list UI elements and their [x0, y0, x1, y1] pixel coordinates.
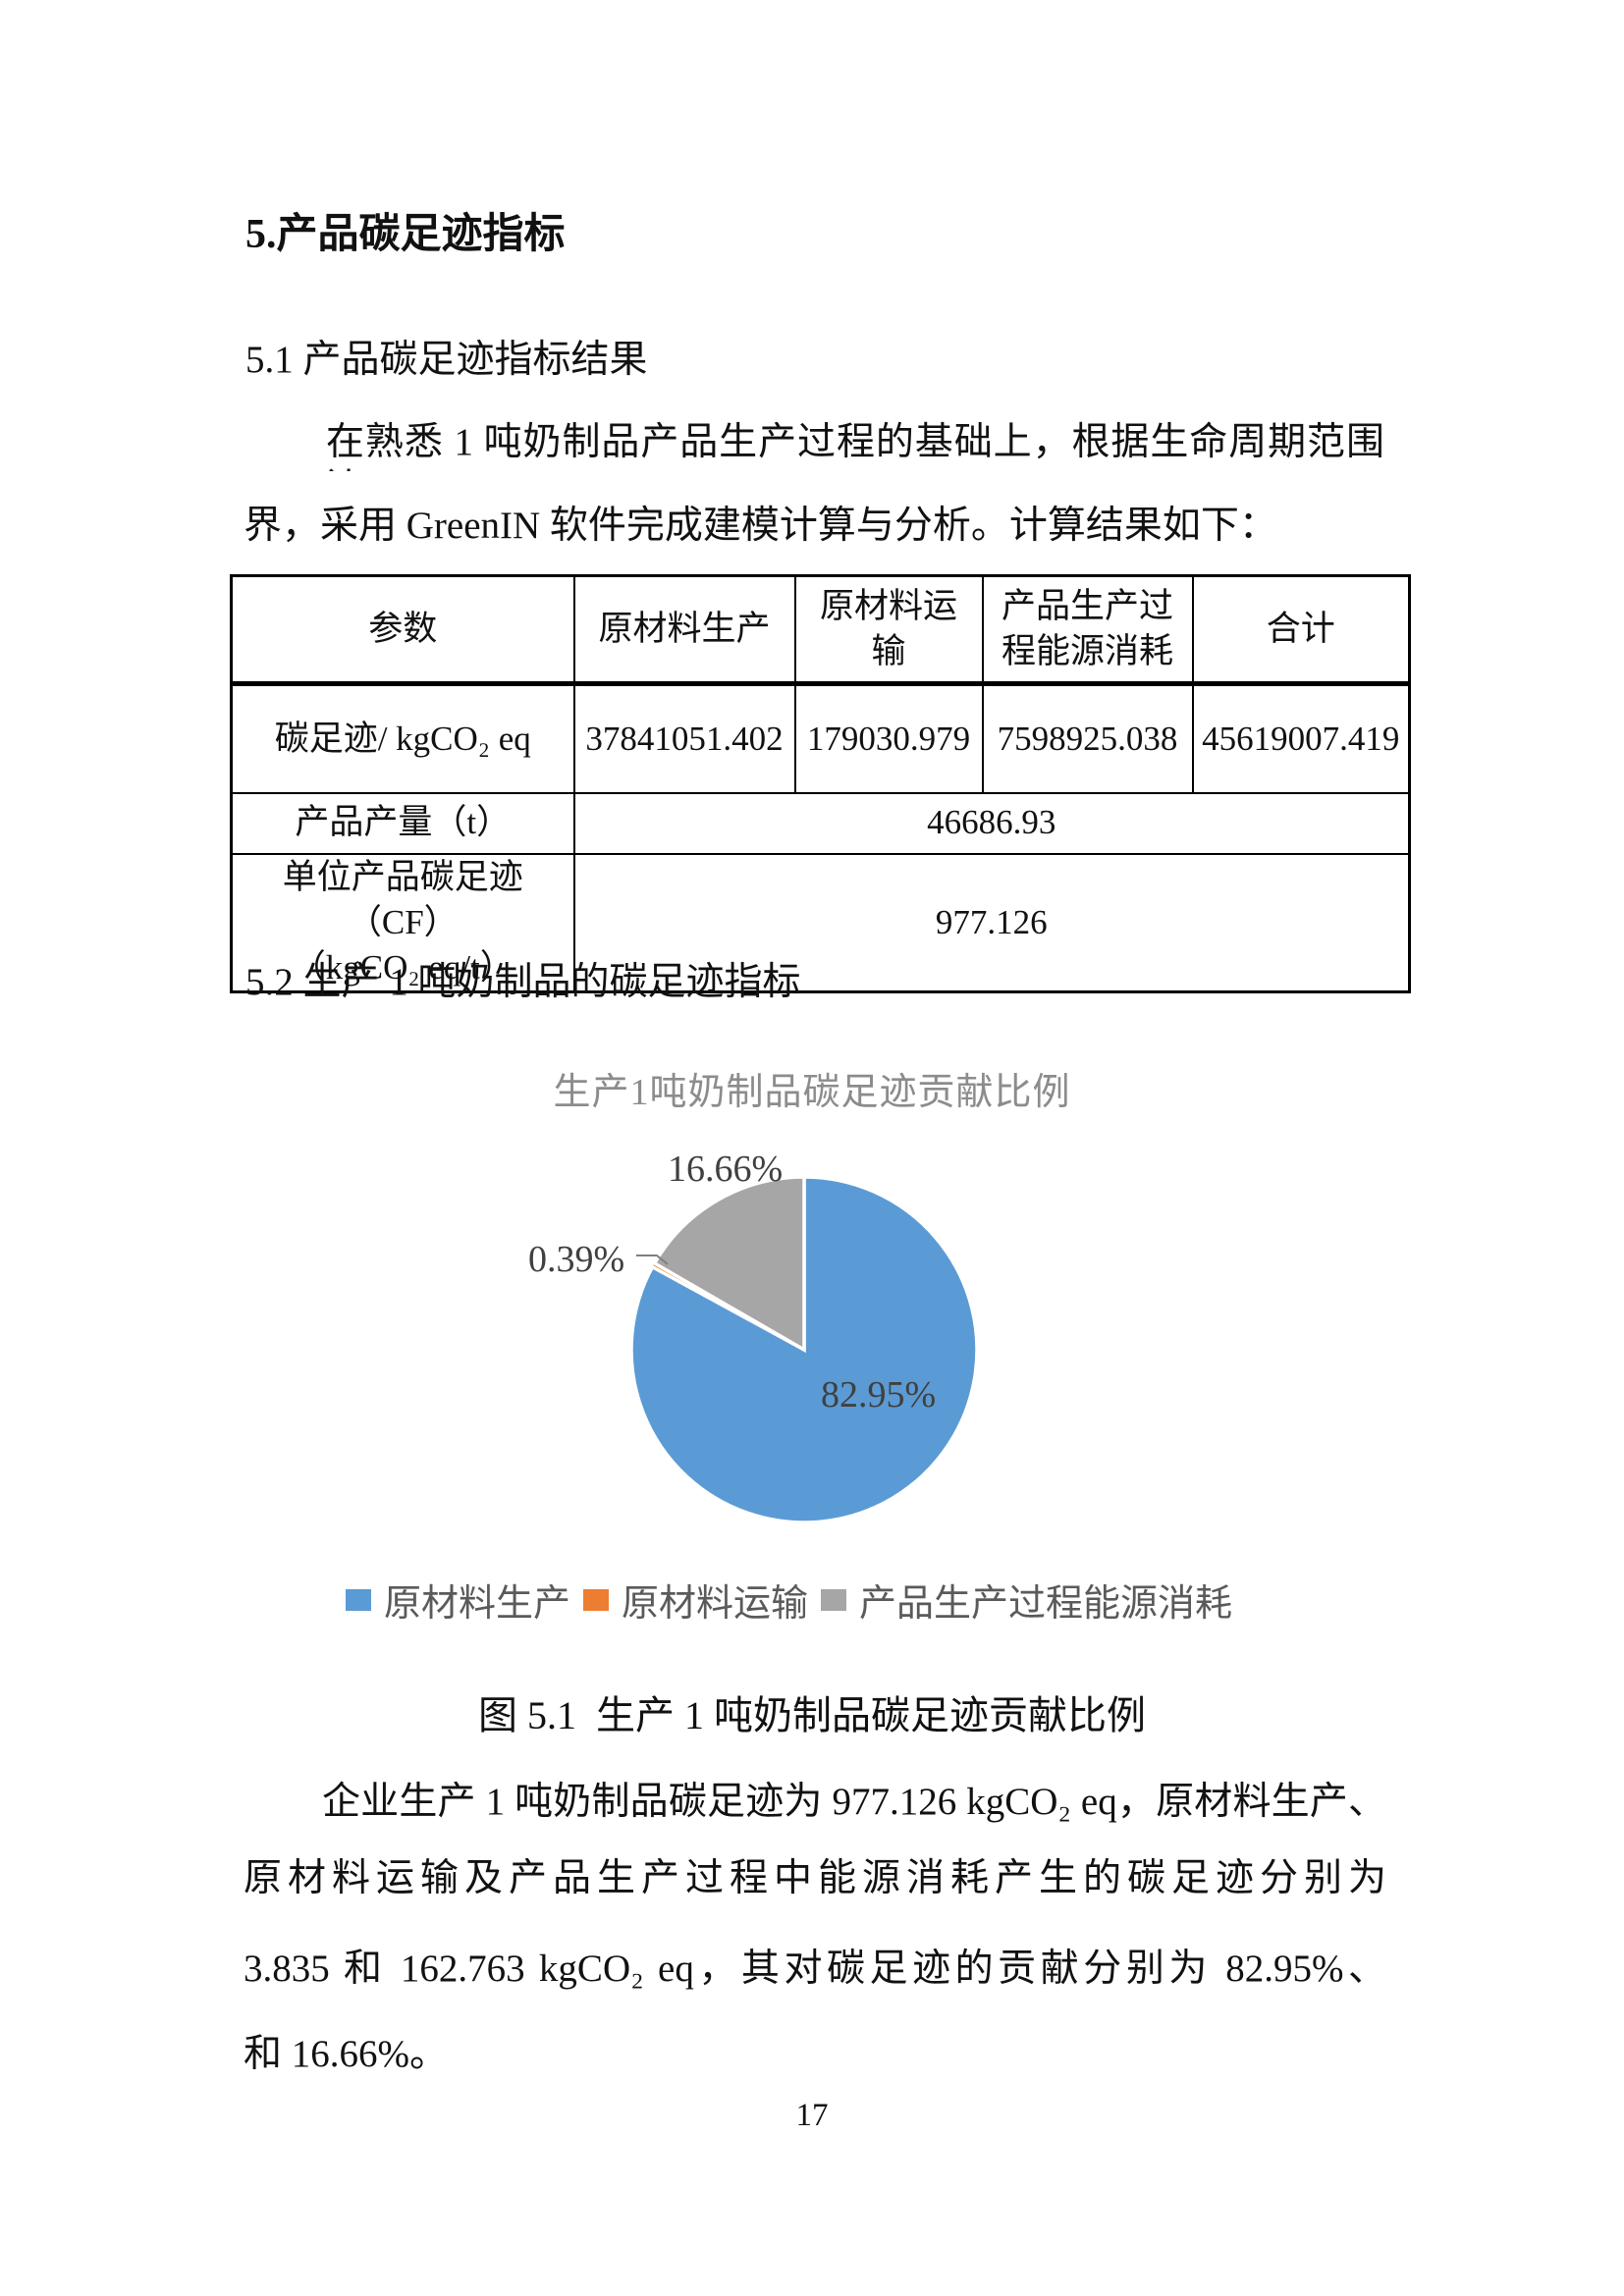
legend-label: 原材料运输 — [622, 1583, 809, 1625]
table-header-row: 参数 原材料生产 原材料运 输 产品生产过 程能源消耗 合计 — [230, 574, 1411, 686]
cell-footprint-total: 45619007.419 — [1191, 682, 1411, 794]
pie-chart — [629, 1175, 979, 1524]
paragraph-line: 在熟悉 1 吨奶制品产品生产过程的基础上，根据生命周期范围边 — [326, 421, 1384, 471]
table-row-output: 产品产量（t） 46686.93 — [230, 791, 1411, 855]
legend-label: 产品生产过程能源消耗 — [859, 1583, 1233, 1625]
data-label-raw-material-transport: 0.39% — [528, 1239, 625, 1280]
legend-item-process-energy: 产品生产过程能源消耗 — [821, 1573, 1232, 1627]
paragraph-line: 和 16.66%。 — [244, 2033, 448, 2075]
header-cell-process-energy: 产品生产过 程能源消耗 — [981, 574, 1194, 686]
section-heading: 5.产品碳足迹指标 — [245, 212, 566, 257]
page-number: 17 — [795, 2098, 829, 2133]
legend-item-raw-material-transport: 原材料运输 — [583, 1573, 808, 1627]
subsection-heading-indicator: 5.2 生产 1 吨奶制品的碳足迹指标 — [245, 961, 801, 1003]
paragraph-line: 企业生产 1 吨奶制品碳足迹为 977.126 kgCO₂ eq，原材料生产、 — [322, 1781, 1386, 1823]
legend-item-raw-material-production: 原材料生产 — [346, 1573, 570, 1627]
header-cell-raw-material-transport: 原材料运 输 — [793, 574, 984, 686]
figure-caption: 图 5.1 生产 1 吨奶制品碳足迹贡献比例 — [478, 1693, 1146, 1737]
paragraph-line: 界，采用 GreenIN 软件完成建模计算与分析。计算结果如下： — [244, 505, 1277, 547]
paragraph-line: 3.835 和 162.763 kgCO₂ eq，其对碳足迹的贡献分别为 82.… — [244, 1948, 1386, 1998]
cell-footprint-transport: 179030.979 — [793, 682, 984, 794]
data-label-process-energy: 16.66% — [668, 1148, 784, 1190]
pie-slice-process-energy — [652, 1175, 806, 1354]
results-table: 参数 原材料生产 原材料运 输 产品生产过 程能源消耗 合计 碳足迹/ kgCO… — [230, 574, 1411, 994]
row-label-footprint: 碳足迹/ kgCO₂ eq — [230, 682, 575, 794]
row-label-unit-footprint: 单位产品碳足迹（CF） （kgCO₂ eq/t） — [230, 852, 575, 993]
cell-footprint-production: 37841051.402 — [572, 682, 796, 794]
header-cell-parameter: 参数 — [230, 574, 575, 686]
legend-label: 原材料生产 — [384, 1583, 571, 1625]
cell-output-value: 46686.93 — [572, 791, 1411, 855]
header-cell-raw-material-production: 原材料生产 — [572, 574, 796, 686]
paragraph-line: 原材料运输及产品生产过程中能源消耗产生的碳足迹分别为 810.528、 — [244, 1857, 1386, 1907]
leader-line-transport-label — [636, 1255, 669, 1265]
legend-swatch-orange-icon — [583, 1588, 610, 1611]
cell-footprint-energy: 7598925.038 — [981, 682, 1194, 794]
row-label-output: 产品产量（t） — [230, 791, 575, 855]
cell-unit-footprint-value: 977.126 — [572, 852, 1411, 993]
header-cell-total: 合计 — [1191, 574, 1411, 686]
table-row-unit-footprint: 单位产品碳足迹（CF） （kgCO₂ eq/t） 977.126 — [230, 852, 1411, 993]
legend-swatch-gray-icon — [821, 1588, 847, 1611]
legend-swatch-blue-icon — [346, 1588, 371, 1611]
table-row-footprint: 碳足迹/ kgCO₂ eq 37841051.402 179030.979 75… — [230, 682, 1411, 794]
chart-title: 生产1吨奶制品碳足迹贡献比例 — [553, 1072, 1071, 1113]
data-label-raw-material-production: 82.95% — [821, 1374, 937, 1415]
subsection-heading-results: 5.1 产品碳足迹指标结果 — [245, 339, 648, 381]
chart-legend: 原材料生产 原材料运输 产品生产过程能源消耗 — [346, 1573, 1245, 1627]
